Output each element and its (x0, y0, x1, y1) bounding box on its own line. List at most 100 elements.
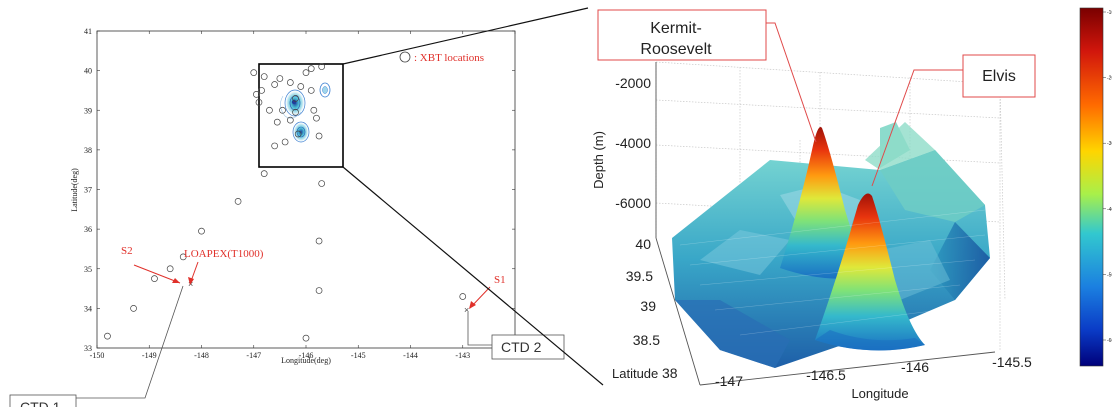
y-tick-label: 36 (84, 225, 92, 234)
xbt-point (315, 237, 323, 245)
longitude-tick: -146.5 (806, 367, 846, 383)
xbt-point (260, 73, 268, 80)
legend-label: : XBT locations (414, 52, 484, 64)
xbt-point (104, 332, 111, 340)
y-tick-label: 41 (84, 27, 92, 36)
zoom-connector-bottom (342, 166, 604, 386)
annotation-s2: S2 (121, 245, 133, 257)
longitude-axis-label: Longitude (851, 386, 908, 401)
kermit-leader (766, 22, 817, 143)
kermit-label-line1: Kermit- (650, 20, 702, 37)
zoom-box (258, 63, 344, 168)
xbt-point (292, 95, 299, 102)
xbt-point (166, 265, 174, 273)
y-tick-label: 38 (84, 146, 92, 155)
axis-lines (655, 62, 996, 386)
x-tick-label: -146 (299, 351, 314, 360)
y-tick-label: 33 (84, 344, 92, 353)
annotation-s1: S1 (494, 274, 506, 286)
x-tick-label: -149 (142, 351, 157, 360)
xbt-point (313, 114, 320, 122)
xbt-point (179, 253, 187, 261)
xbt-point (151, 275, 158, 283)
xbt-point (297, 83, 305, 90)
xbt-point (281, 138, 289, 146)
y-axis-label: Latitude(deg) (70, 168, 79, 212)
plot-frame (96, 30, 516, 349)
xbt-markers (104, 63, 467, 342)
ctd1-label-frame (9, 394, 77, 407)
xbt-point (302, 334, 310, 342)
x-tick-label: -147 (246, 351, 261, 360)
xbt-point (271, 142, 278, 150)
elvis-leader (871, 69, 963, 187)
latitude-tick: 40 (635, 236, 651, 252)
colorbar-tick: -6000 (1107, 338, 1112, 344)
ctd2-label: CTD 2 (501, 339, 542, 355)
s1-arrowhead (469, 301, 476, 309)
xbt-point (318, 63, 326, 71)
xbt-map-plot: -150-149-148-147-146-145-144-143-142 333… (9, 7, 604, 407)
depth-tick: -6000 (615, 195, 651, 211)
xbt-point (318, 180, 326, 187)
xbt-point (271, 81, 278, 88)
depth-tick: -4000 (615, 135, 651, 151)
kermit-label-line2: Roosevelt (640, 41, 712, 58)
xbt-point (260, 170, 268, 177)
x-tick-label: -143 (455, 351, 470, 360)
y-tick-label: 40 (84, 67, 92, 76)
y-tick-label: 37 (84, 186, 92, 195)
loapex-arrowhead (188, 277, 194, 285)
xbt-point (258, 87, 265, 94)
ctd1-leader (76, 285, 184, 399)
annotation-loapex: LOAPEX(T1000) (184, 248, 264, 260)
elvis-label-box (962, 54, 1036, 98)
xbt-point (286, 79, 294, 86)
legend-marker (399, 51, 411, 63)
xbt-point (302, 69, 310, 76)
xbt-point (276, 75, 284, 82)
colorbar (1079, 7, 1104, 367)
xbt-point (279, 106, 286, 114)
depth-tick: -2000 (615, 75, 651, 91)
xbt-point (198, 227, 205, 235)
longitude-tick: -146 (901, 359, 929, 375)
bathymetry-surface (672, 122, 990, 368)
depth-axis-label: Depth (m) (591, 131, 606, 189)
bathymetry-3d-plot: -2000 -4000 -6000 Depth (m) 40 39.5 39 38.5 L… (591, 7, 1112, 401)
xbt-point (307, 65, 315, 72)
ctd2-leader (467, 312, 492, 346)
longitude-tick-labels: -147 -146.5 -146 -145.5 (715, 354, 1032, 389)
s1-marker: × (464, 305, 469, 315)
xbt-point (130, 305, 137, 312)
xbt-point (315, 132, 323, 140)
longitude-tick: -145.5 (992, 354, 1032, 370)
xbt-point (273, 118, 281, 126)
x-tick-label: -144 (403, 351, 418, 360)
xbt-point (315, 287, 323, 294)
depth-tick-labels: -2000 -4000 -6000 (615, 75, 651, 211)
ctd2-label-frame (491, 334, 565, 360)
latitude-tick: 38.5 (633, 332, 660, 348)
y-tick-label: 34 (84, 304, 92, 313)
latitude-tick-38: 38 (662, 365, 678, 381)
colorbar-tick: -2000 (1107, 76, 1112, 82)
xbt-point (286, 116, 294, 124)
latitude-tick: 39 (640, 298, 656, 314)
xbt-point (310, 106, 318, 114)
latitude-axis-label: Latitude (612, 366, 658, 381)
s2-arrow (133, 264, 181, 284)
xbt-point (292, 108, 299, 116)
xbt-point (266, 106, 273, 114)
xbt-point (459, 293, 467, 300)
latitude-tick: 39.5 (626, 268, 653, 284)
y-tick-label: 35 (84, 265, 92, 274)
elvis-label: Elvis (982, 68, 1016, 85)
colorbar-tick-labels: -1000 -2000 -3000 -4000 -5000 -6000 (1103, 10, 1112, 344)
xbt-point (234, 198, 242, 205)
xbt-point (307, 87, 315, 94)
colorbar-tick: -4000 (1107, 207, 1112, 213)
latitude-tick-labels: 40 39.5 39 38.5 (626, 236, 660, 348)
colorbar-tick: -5000 (1107, 272, 1112, 278)
